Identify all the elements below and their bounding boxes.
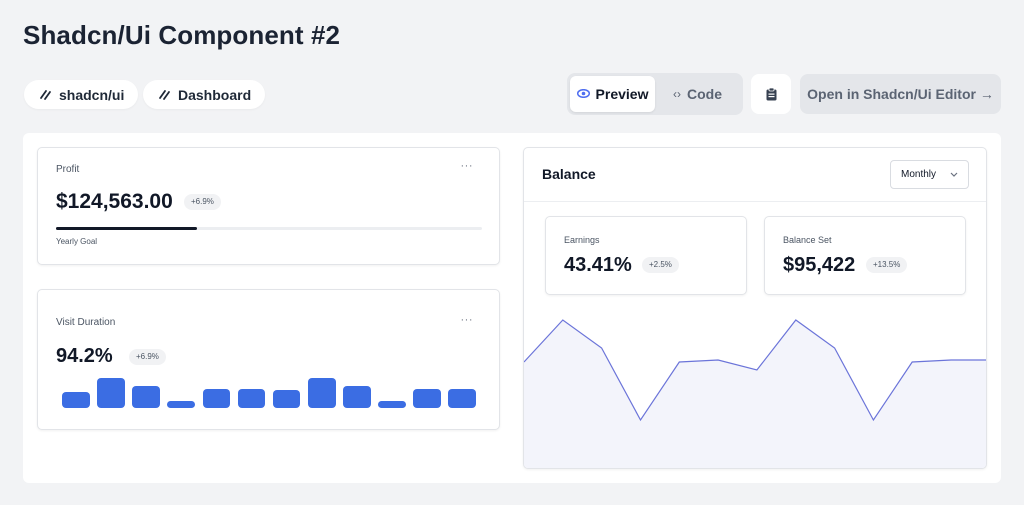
visit-bar [97,378,125,408]
period-value: Monthly [901,169,937,180]
profit-progress-track [56,227,482,230]
earnings-value: 43.41% [564,254,632,276]
profit-change-badge: +6.9% [184,194,221,210]
profit-value: $124,563.00 [56,190,173,213]
visit-value: 94.2% [56,345,113,367]
balance-set-label: Balance Set [783,235,832,245]
visit-bar [448,388,476,408]
visit-bar [202,388,231,408]
earnings-label: Earnings [564,235,600,245]
earnings-card: Earnings 43.41% +2.5% [545,216,747,295]
page-title: Shadcn/Ui Component #2 [23,20,341,50]
view-toggle: Preview ‹› Code [567,73,743,115]
profit-label: Profit [56,164,80,175]
profit-card: Profit ··· $124,563.00 +6.9% Yearly Goal [37,147,500,265]
profit-menu-icon[interactable]: ··· [460,160,473,172]
balance-set-change-badge: +13.5% [866,257,908,273]
tag-dashboard[interactable]: Dashboard [143,80,266,109]
preview-panel: Profit ··· $124,563.00 +6.9% Yearly Goal… [23,133,1001,483]
slash-icon [40,90,51,100]
visit-bar [343,385,371,408]
header-divider [524,201,986,202]
visit-bar [378,401,406,408]
balance-set-card: Balance Set $95,422 +13.5% [764,216,966,295]
balance-card: Balance Monthly Earnings 43.41% +2.5% Ba… [523,147,987,469]
visit-bar [237,388,266,408]
clipboard-icon [766,87,776,100]
code-tab[interactable]: ‹› Code [655,76,740,112]
preview-tab[interactable]: Preview [570,76,655,112]
visit-change-badge: +6.9% [129,349,166,365]
copy-button[interactable] [751,74,791,114]
balance-set-value: $95,422 [783,254,856,276]
visit-menu-icon[interactable]: ··· [460,314,473,326]
visit-bar [307,378,336,408]
eye-icon [576,87,590,101]
visit-bar [167,401,195,408]
chevron-down-icon [950,172,958,177]
visit-bar-chart [62,378,476,410]
visit-bar [413,388,441,408]
open-editor-button[interactable]: Open in Shadcn/Ui Editor → [800,74,1001,114]
balance-line [524,319,986,422]
profit-progress-fill [56,227,197,230]
code-icon: ‹› [673,87,681,101]
balance-area-fill [524,320,986,468]
tag-label: shadcn/ui [59,86,125,103]
visit-card: Visit Duration ··· 94.2% +6.9% [37,289,500,430]
progress-label: Yearly Goal [56,237,98,246]
preview-label: Preview [595,86,649,102]
slash-icon [159,90,170,100]
visit-label: Visit Duration [56,317,116,328]
tag-label: Dashboard [178,86,252,103]
visit-bar [272,390,301,408]
visit-bar [132,385,160,408]
visit-bar [62,391,90,408]
code-label: Code [687,86,722,102]
tag-shadcn-ui[interactable]: shadcn/ui [24,80,139,109]
earnings-change-badge: +2.5% [642,257,679,273]
balance-area-chart [524,319,986,468]
balance-title: Balance [542,166,596,182]
period-select[interactable]: Monthly [890,160,969,189]
